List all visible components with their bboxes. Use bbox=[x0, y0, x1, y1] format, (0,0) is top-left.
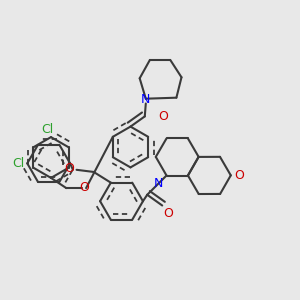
Text: Cl: Cl bbox=[12, 157, 24, 170]
Text: Cl: Cl bbox=[41, 123, 53, 136]
Text: N: N bbox=[141, 93, 151, 106]
Text: O: O bbox=[234, 169, 244, 182]
Text: N: N bbox=[154, 177, 164, 190]
Text: O: O bbox=[64, 162, 74, 175]
Text: O: O bbox=[79, 181, 89, 194]
Text: O: O bbox=[158, 110, 168, 123]
Text: O: O bbox=[164, 207, 174, 220]
